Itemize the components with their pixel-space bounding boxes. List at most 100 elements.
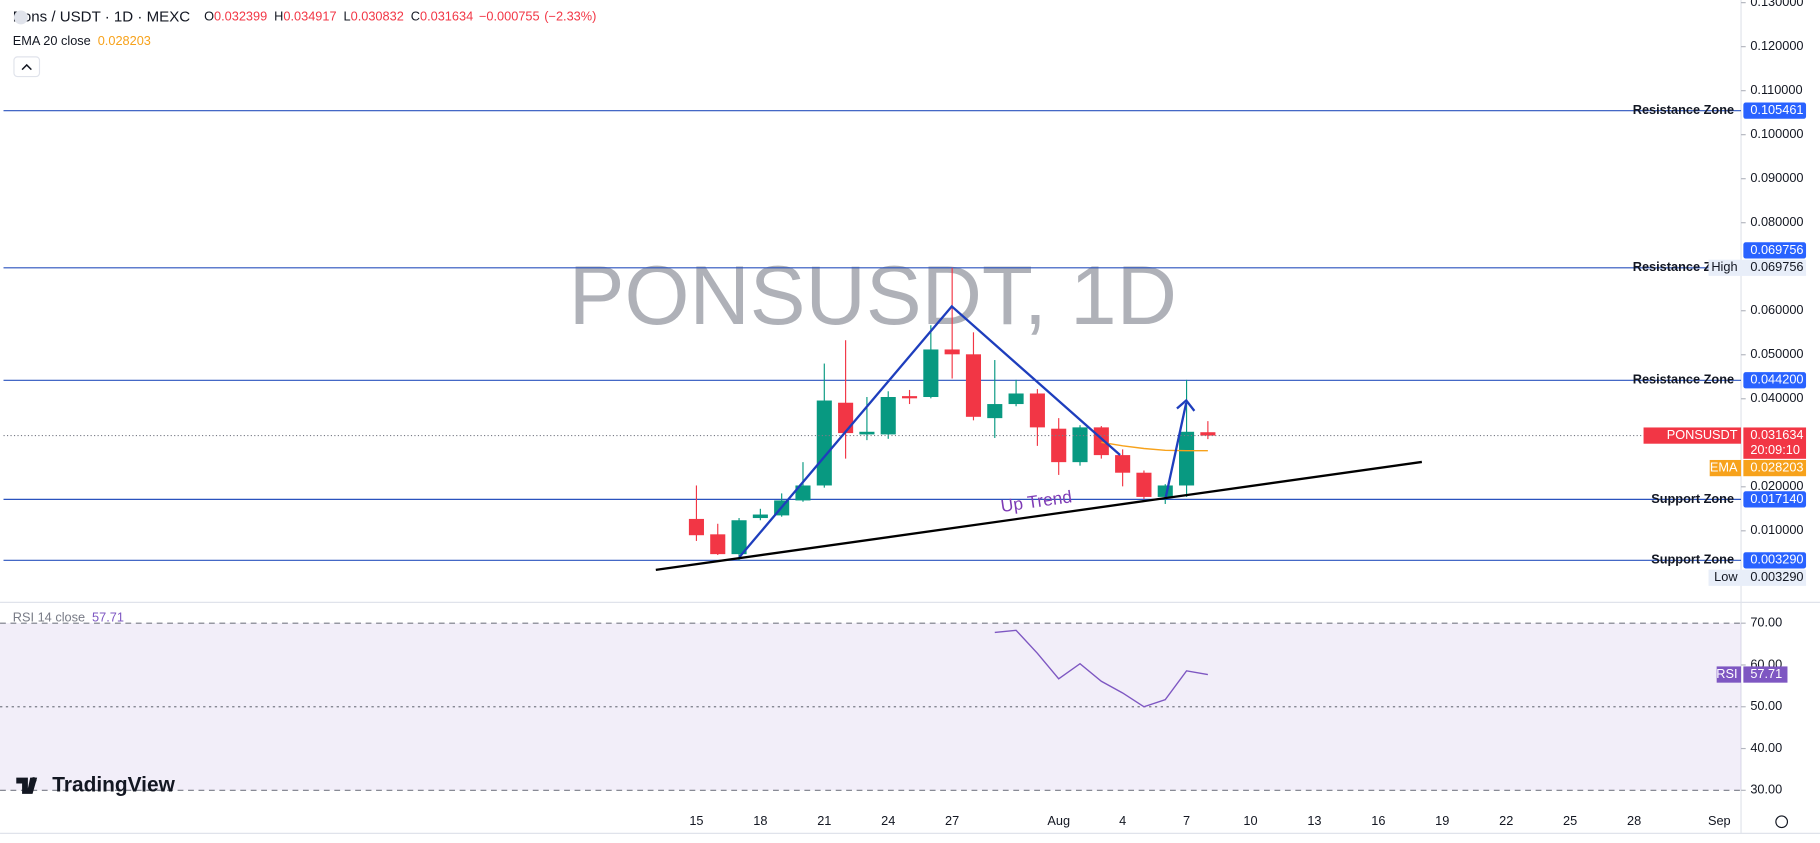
collapse-icon xyxy=(21,63,32,71)
y-tick-label: 70.00 xyxy=(1750,615,1782,630)
x-tick-label: 27 xyxy=(945,813,959,828)
indicator-name: EMA 20 close xyxy=(13,33,91,48)
candle-body xyxy=(1115,455,1131,473)
candle-body xyxy=(1179,431,1195,486)
countdown: 20:09:10 xyxy=(1750,442,1800,457)
x-tick-label: Aug xyxy=(1047,813,1070,828)
extreme-box xyxy=(1708,259,1807,276)
level-value-box xyxy=(1743,102,1807,119)
ohlc-label: O xyxy=(204,9,214,24)
level-value: 0.044200 xyxy=(1750,372,1803,387)
extreme-value: 0.003290 xyxy=(1750,569,1803,584)
logo-dot xyxy=(30,777,37,783)
x-tick-label: 4 xyxy=(1119,813,1126,828)
candle-body xyxy=(1093,427,1109,456)
x-tick-label: Sep xyxy=(1708,813,1731,828)
y-tick-label: 0.060000 xyxy=(1750,302,1803,317)
candle-body xyxy=(710,534,726,555)
rsi-value: 57.71 xyxy=(92,610,124,625)
y-tick-label: 0.020000 xyxy=(1750,478,1803,493)
candle-body xyxy=(795,485,811,501)
rsi-name: RSI 14 close xyxy=(13,610,85,625)
level-value-box xyxy=(1743,242,1807,259)
candle-body xyxy=(944,349,960,355)
level-label: Resistance Zone xyxy=(1633,102,1734,117)
y-tick-label: 0.050000 xyxy=(1750,346,1803,361)
y-tick-label: 40.00 xyxy=(1750,740,1782,755)
change: −0.000755 xyxy=(479,9,540,24)
x-tick-label: 10 xyxy=(1243,813,1257,828)
candle-body xyxy=(1051,428,1067,463)
candle-body xyxy=(838,402,854,434)
ema-name-box xyxy=(1709,459,1742,477)
rsi-name: RSI xyxy=(1716,666,1737,681)
symbol-icon xyxy=(13,10,28,25)
extreme-value: 0.069756 xyxy=(1750,259,1803,274)
level-value: 0.017140 xyxy=(1750,491,1803,506)
level-value: 0.105461 xyxy=(1750,102,1803,117)
collapse-button[interactable] xyxy=(13,56,41,78)
candle-body xyxy=(880,397,896,435)
candle-body xyxy=(816,400,832,486)
change-pct: (−2.33%) xyxy=(544,9,596,24)
x-tick-label: 28 xyxy=(1627,813,1641,828)
ohlc-value: 0.032399 xyxy=(214,9,267,24)
ohlc-value: 0.030832 xyxy=(351,9,404,24)
level-value-box xyxy=(1743,372,1807,389)
x-tick-label: 24 xyxy=(881,813,895,828)
settings-icon[interactable] xyxy=(1775,815,1789,829)
price-axis: 0.130000 0.120000 0.110000 0.100000 0.090000… xyxy=(1643,0,1807,586)
ohlc-label: L xyxy=(344,9,351,24)
indicator-legend: EMA 20 close 0.028203 xyxy=(13,33,151,48)
candle-body xyxy=(901,396,918,399)
ema-line xyxy=(1101,441,1208,452)
extreme-box xyxy=(1708,569,1807,586)
level-label: Support Zone xyxy=(1651,491,1734,506)
ohlc-value: 0.031634 xyxy=(420,9,473,24)
x-tick-label: 19 xyxy=(1435,813,1449,828)
ohlc-value: 0.034917 xyxy=(283,9,336,24)
y-tick-label: 0.120000 xyxy=(1750,38,1803,53)
arrow-head xyxy=(1176,398,1196,412)
candle-body xyxy=(688,518,704,536)
y-tick-label: 0.130000 xyxy=(1750,0,1803,9)
level-value-box xyxy=(1743,552,1807,569)
x-tick-label: 25 xyxy=(1563,813,1577,828)
ohlc-label: H xyxy=(274,9,283,24)
y-tick-label: 0.040000 xyxy=(1750,390,1803,405)
rsi-line xyxy=(994,629,1208,708)
x-tick-label: 7 xyxy=(1183,813,1190,828)
x-tick-label: 22 xyxy=(1499,813,1513,828)
level-label: Resistance Zone xyxy=(1633,372,1734,387)
legend-header: Pons / USDT · 1D · MEXC O0.032399 H0.03491… xyxy=(13,8,597,25)
y-tick-label: 0.100000 xyxy=(1750,126,1803,141)
indicator-value: 0.028203 xyxy=(98,33,151,48)
branding: TradingView xyxy=(52,773,175,796)
level-value: 0.003290 xyxy=(1750,552,1803,567)
price-name-box xyxy=(1643,427,1742,444)
price-name: PONSUSDT xyxy=(1667,427,1738,442)
candle-body xyxy=(987,404,1003,419)
arrow-drawing xyxy=(1164,402,1188,500)
time-axis: 15 18 21 24 27 Aug 4 7 10 13 16 19 22 25 28 Sep xyxy=(689,813,1730,828)
candle-body xyxy=(1157,485,1173,497)
rsi-axis-value: 57.71 xyxy=(1750,666,1782,681)
watermark: PONSUSDT, 1D xyxy=(569,248,1177,342)
rsi-legend: RSI 14 close 57.71 xyxy=(13,610,124,625)
candle-body xyxy=(1008,393,1024,405)
x-tick-label: 15 xyxy=(689,813,703,828)
x-tick-label: 13 xyxy=(1307,813,1321,828)
candle-body xyxy=(1200,432,1216,436)
candles xyxy=(3,267,1742,561)
candle-body xyxy=(1072,427,1088,463)
y-tick-label: 0.110000 xyxy=(1750,82,1802,97)
level-value-box xyxy=(1743,491,1807,508)
candle-body xyxy=(752,514,768,519)
x-tick-label: 16 xyxy=(1371,813,1385,828)
y-tick-label: 30.00 xyxy=(1750,782,1782,797)
candle-body xyxy=(731,520,747,555)
candle-body xyxy=(1136,472,1152,497)
trend-line xyxy=(655,460,1423,572)
